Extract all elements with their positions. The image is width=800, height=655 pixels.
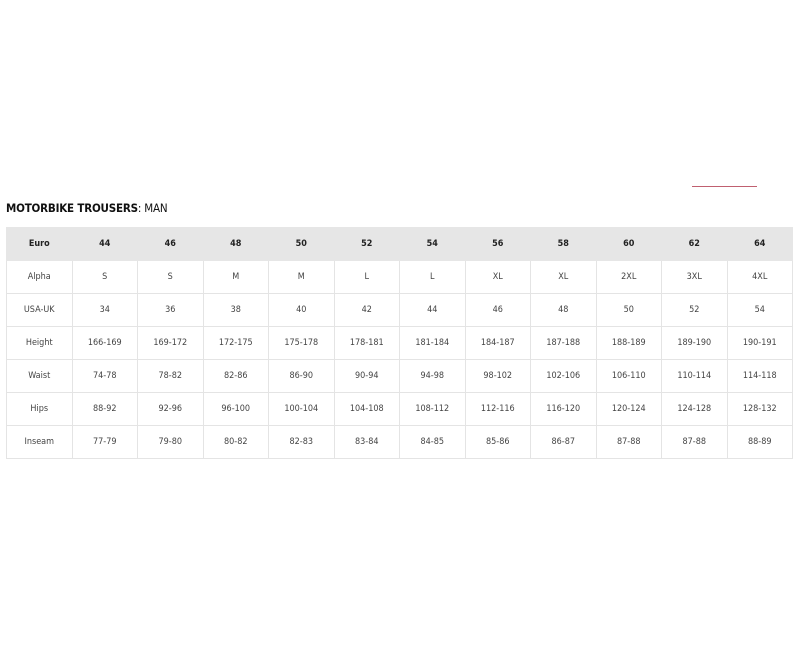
table-row: Hips 88-92 92-96 96-100 100-104 104-108 108-11…: [6, 392, 793, 426]
table-cell: 54: [726, 293, 793, 327]
table-row: USA-UK 34 36 38 40 42 44 46 48 50 52 54: [6, 293, 793, 327]
title-product: MOTORBIKE TROUSERS: [6, 201, 138, 215]
table-cell: S: [137, 260, 204, 294]
table-cell: 108-112: [399, 392, 466, 426]
table-cell: 128-132: [726, 392, 793, 426]
table-cell: 79-80: [137, 425, 204, 459]
table-cell: XL: [464, 260, 531, 294]
table-cell: 48: [202, 227, 269, 261]
table-cell: 80-82: [202, 425, 269, 459]
table-cell: 169-172: [137, 326, 204, 360]
table-cell: 82-86: [202, 359, 269, 393]
table-cell: 2XL: [595, 260, 662, 294]
table-cell: 83-84: [333, 425, 400, 459]
row-label: Euro: [6, 227, 73, 261]
title-gender: : MAN: [137, 201, 168, 215]
table-cell: M: [202, 260, 269, 294]
table-cell: 78-82: [137, 359, 204, 393]
table-cell: 84-85: [399, 425, 466, 459]
table-cell: 56: [464, 227, 531, 261]
table-cell: 48: [530, 293, 597, 327]
table-cell: 42: [333, 293, 400, 327]
table-cell: 104-108: [333, 392, 400, 426]
table-cell: 92-96: [137, 392, 204, 426]
table-cell: 87-88: [595, 425, 662, 459]
table-cell: 172-175: [202, 326, 269, 360]
table-cell: L: [333, 260, 400, 294]
table-cell: 82-83: [268, 425, 335, 459]
table-cell: 112-116: [464, 392, 531, 426]
row-label: USA-UK: [6, 293, 73, 327]
accent-divider: [692, 186, 757, 187]
row-label: Height: [6, 326, 73, 360]
table-cell: 60: [595, 227, 662, 261]
table-cell: 85-86: [464, 425, 531, 459]
page-title: MOTORBIKE TROUSERS: MAN: [6, 201, 168, 215]
table-cell: 52: [333, 227, 400, 261]
table-cell: 50: [595, 293, 662, 327]
table-cell: 90-94: [333, 359, 400, 393]
table-cell: 102-106: [530, 359, 597, 393]
table-cell: 181-184: [399, 326, 466, 360]
table-cell: 77-79: [71, 425, 138, 459]
table-cell: 100-104: [268, 392, 335, 426]
table-cell: 64: [726, 227, 793, 261]
table-cell: 189-190: [661, 326, 728, 360]
table-cell: 52: [661, 293, 728, 327]
table-cell: L: [399, 260, 466, 294]
table-cell: 36: [137, 293, 204, 327]
table-cell: 62: [661, 227, 728, 261]
table-cell: 187-188: [530, 326, 597, 360]
row-label: Hips: [6, 392, 73, 426]
table-cell: 46: [137, 227, 204, 261]
table-cell: 110-114: [661, 359, 728, 393]
table-cell: 44: [399, 293, 466, 327]
table-cell: 114-118: [726, 359, 793, 393]
table-row: Height 166-169 169-172 172-175 175-178 178-18…: [6, 326, 793, 360]
table-cell: 44: [71, 227, 138, 261]
row-label: Waist: [6, 359, 73, 393]
table-cell: 94-98: [399, 359, 466, 393]
table-cell: 86-87: [530, 425, 597, 459]
table-cell: 86-90: [268, 359, 335, 393]
table-header-row: Euro 44 46 48 50 52 54 56 58 60 62 64: [6, 227, 793, 261]
table-cell: 106-110: [595, 359, 662, 393]
row-label: Inseam: [6, 425, 73, 459]
table-cell: 120-124: [595, 392, 662, 426]
table-cell: M: [268, 260, 335, 294]
table-cell: 175-178: [268, 326, 335, 360]
table-cell: 3XL: [661, 260, 728, 294]
table-cell: 54: [399, 227, 466, 261]
table-cell: 4XL: [726, 260, 793, 294]
table-cell: 87-88: [661, 425, 728, 459]
table-row: Inseam 77-79 79-80 80-82 82-83 83-84 84-85 85-8…: [6, 425, 793, 459]
table-row: Alpha S S M M L L XL XL 2XL 3XL 4XL: [6, 260, 793, 294]
table-row: Waist 74-78 78-82 82-86 86-90 90-94 94-98 98-10…: [6, 359, 793, 393]
size-chart-table: Euro 44 46 48 50 52 54 56 58 60 62 64 Alpha S S M M L L XL X…: [6, 227, 793, 459]
table-cell: XL: [530, 260, 597, 294]
table-cell: 178-181: [333, 326, 400, 360]
row-label: Alpha: [6, 260, 73, 294]
table-cell: 46: [464, 293, 531, 327]
table-cell: 88-89: [726, 425, 793, 459]
table-cell: 166-169: [71, 326, 138, 360]
table-cell: 184-187: [464, 326, 531, 360]
table-cell: 40: [268, 293, 335, 327]
table-cell: S: [71, 260, 138, 294]
table-cell: 98-102: [464, 359, 531, 393]
table-cell: 188-189: [595, 326, 662, 360]
table-cell: 124-128: [661, 392, 728, 426]
table-cell: 34: [71, 293, 138, 327]
table-cell: 96-100: [202, 392, 269, 426]
table-cell: 38: [202, 293, 269, 327]
table-cell: 116-120: [530, 392, 597, 426]
table-cell: 88-92: [71, 392, 138, 426]
table-cell: 58: [530, 227, 597, 261]
table-cell: 190-191: [726, 326, 793, 360]
table-cell: 50: [268, 227, 335, 261]
table-cell: 74-78: [71, 359, 138, 393]
